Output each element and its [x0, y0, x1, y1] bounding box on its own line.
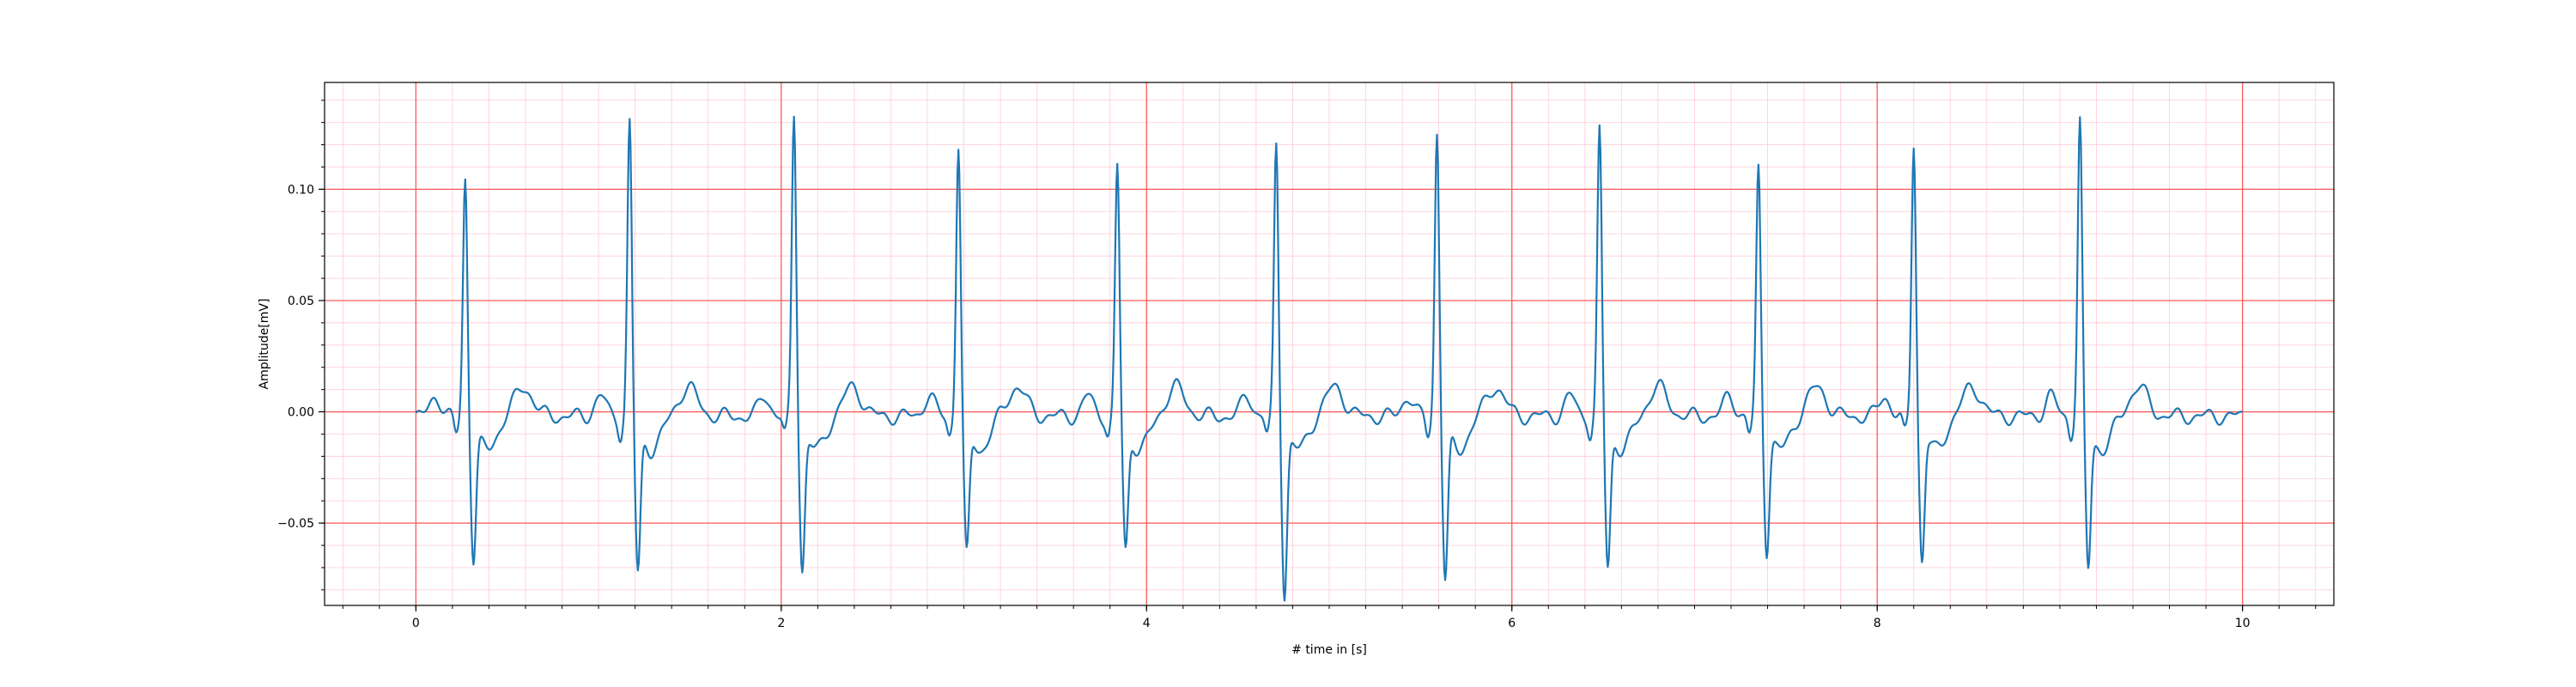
x-tick-label: 4 — [1143, 617, 1151, 630]
y-tick-label: 0.05 — [288, 295, 314, 308]
major-grid — [325, 82, 2334, 605]
x-tick-label: 8 — [1874, 617, 1881, 630]
x-tick-label: 6 — [1508, 617, 1516, 630]
y-axis-label: Amplitude[mV] — [258, 299, 271, 390]
x-tick-label: 2 — [777, 617, 785, 630]
ecg-series-line — [415, 115, 2244, 602]
y-tick-label: 0.10 — [288, 183, 314, 197]
x-tick-label: 10 — [2235, 617, 2251, 630]
x-tick-label: 0 — [412, 617, 420, 630]
y-axis: −0.05 0.00 0.05 0.10 — [277, 100, 325, 591]
y-tick-label: −0.05 — [277, 517, 314, 531]
y-tick-label: 0.00 — [288, 406, 314, 420]
x-axis: 0 2 4 6 8 10 — [342, 605, 2317, 630]
x-axis-label: # time in [s] — [1291, 643, 1367, 657]
